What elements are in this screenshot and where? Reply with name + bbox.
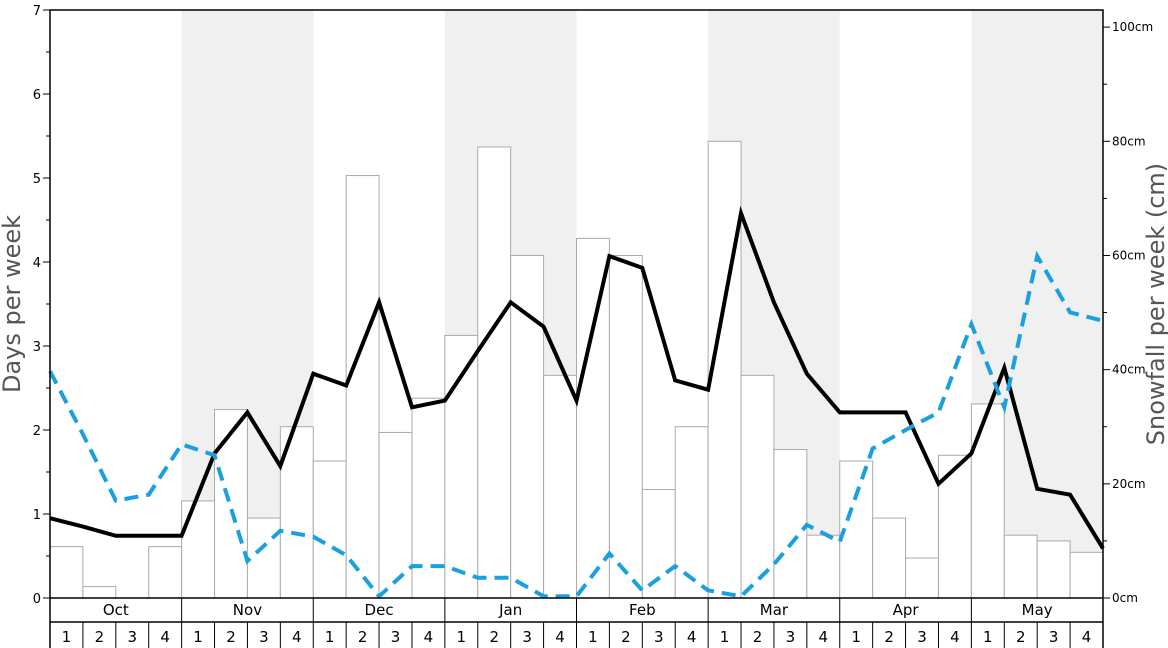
snowfall-bar — [345, 175, 380, 599]
week-label: 1 — [325, 628, 335, 646]
right-tick-label: 0cm — [1112, 591, 1138, 605]
week-label: 3 — [917, 628, 927, 646]
week-label: 1 — [588, 628, 598, 646]
left-tick-label: 5 — [33, 172, 41, 187]
snowfall-bar — [970, 403, 1005, 599]
week-label: 4 — [819, 628, 829, 646]
week-label: 1 — [983, 628, 993, 646]
snowfall-bar — [905, 557, 939, 599]
week-label: 1 — [457, 628, 467, 646]
week-label: 2 — [489, 628, 499, 646]
month-label: Oct — [103, 601, 129, 619]
left-tick-label: 3 — [33, 340, 41, 355]
month-label: Mar — [760, 601, 789, 619]
snowfall-bar — [543, 374, 577, 599]
month-label: Nov — [233, 601, 262, 619]
snowfall-bar — [641, 489, 676, 599]
left-axis-title: Days per week — [0, 215, 26, 393]
day-lines — [48, 205, 1105, 600]
week-label: 3 — [127, 628, 137, 646]
axes: 0 1 2 3 4 5 6 7 0cm 20cm 40cm 60cm 80cm 100cm Oct 1 2 3 4 N… — [33, 4, 1153, 648]
snowfall-bar — [1069, 551, 1104, 599]
week-label: 2 — [753, 628, 763, 646]
right-tick-label: 20cm — [1112, 477, 1146, 491]
week-label: 4 — [424, 628, 434, 646]
left-tick-label: 4 — [33, 256, 41, 271]
week-label: 2 — [95, 628, 105, 646]
week-label: 2 — [1016, 628, 1026, 646]
left-tick-label: 2 — [33, 424, 41, 439]
week-label: 4 — [687, 628, 697, 646]
month-label: Jan — [498, 601, 522, 619]
week-label: 3 — [391, 628, 401, 646]
week-label: 4 — [1082, 628, 1092, 646]
snowfall-bar — [806, 534, 841, 599]
week-label: 3 — [259, 628, 269, 646]
snowfall-bar — [246, 517, 281, 599]
left-tick-label: 1 — [33, 508, 41, 523]
snowfall-bar — [312, 460, 347, 599]
week-label: 4 — [292, 628, 302, 646]
week-label: 2 — [621, 628, 631, 646]
week-label: 1 — [62, 628, 72, 646]
week-label: 3 — [1049, 628, 1059, 646]
snowfall-bar — [378, 431, 413, 599]
snowfall-bar — [49, 546, 84, 599]
snowfall-bar — [1036, 540, 1071, 599]
week-label: 1 — [851, 628, 861, 646]
week-label: 3 — [786, 628, 796, 646]
week-label: 2 — [884, 628, 894, 646]
right-axis-title: Snowfall per week (cm) — [1142, 163, 1168, 445]
snowfall-bar — [576, 237, 610, 599]
snowfall-bar — [214, 409, 248, 599]
right-tick-label: 40cm — [1112, 363, 1146, 377]
snowfall-bar — [608, 254, 643, 599]
month-label: Feb — [629, 601, 656, 619]
series-line-1 — [49, 205, 1105, 550]
snowfall-bar — [148, 546, 183, 599]
series-line-2 — [48, 250, 1104, 600]
snowfall-bar — [740, 374, 775, 599]
week-label: 4 — [950, 628, 960, 646]
snowfall-bar — [674, 426, 709, 599]
left-tick-label: 0 — [33, 592, 41, 607]
snowfall-bars — [49, 140, 1104, 599]
month-label: May — [1022, 601, 1053, 619]
right-tick-label: 100cm — [1112, 20, 1153, 34]
snowfall-bar — [477, 146, 512, 599]
snowfall-bar — [82, 586, 117, 599]
week-label: 1 — [720, 628, 730, 646]
right-tick-label: 80cm — [1112, 134, 1146, 148]
month-label: Apr — [893, 601, 920, 619]
month-label: Dec — [365, 601, 394, 619]
week-label: 3 — [522, 628, 532, 646]
snowfall-bar — [1003, 534, 1038, 599]
week-label: 4 — [160, 628, 170, 646]
snowfall-bar — [872, 517, 907, 599]
left-tick-label: 6 — [33, 88, 41, 103]
week-label: 4 — [555, 628, 565, 646]
week-label: 2 — [358, 628, 368, 646]
week-label: 2 — [226, 628, 236, 646]
week-label: 3 — [654, 628, 664, 646]
left-tick-label: 7 — [33, 4, 41, 19]
week-label: 1 — [193, 628, 203, 646]
snowfall-bar — [181, 500, 216, 599]
snowfall-bar — [773, 449, 808, 599]
right-tick-label: 60cm — [1112, 248, 1146, 262]
